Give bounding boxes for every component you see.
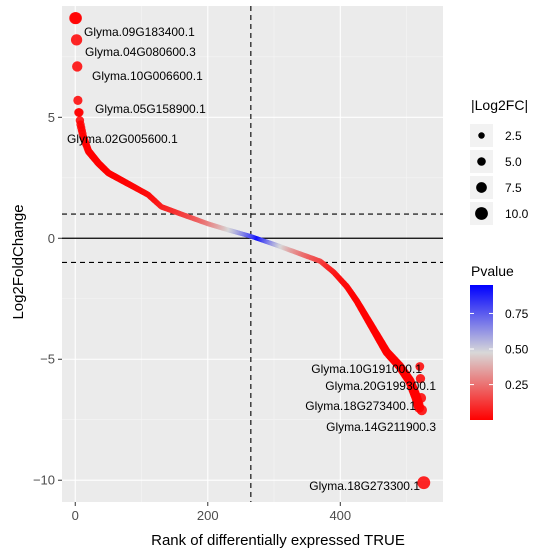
gene-label: Glyma.02G005600.1 — [67, 132, 178, 146]
size-legend-label: 10.0 — [505, 207, 529, 221]
data-point — [72, 61, 83, 72]
y-tick-label: −5 — [40, 352, 55, 367]
y-tick-label: 0 — [48, 231, 55, 246]
size-legend-title: |Log2FC| — [471, 97, 528, 113]
data-point — [75, 116, 85, 125]
size-legend-dot — [477, 157, 486, 166]
colorbar-tick-label: 0.75 — [505, 307, 529, 321]
x-tick-label: 0 — [72, 508, 79, 523]
data-point — [415, 362, 425, 371]
size-legend: |Log2FC| 2.5 5.0 7.5 10.0 — [470, 97, 529, 225]
colorbar-tick-label: 0.25 — [505, 378, 529, 392]
y-tick-label: 5 — [48, 110, 55, 125]
plot-panel — [62, 6, 443, 502]
grid — [62, 6, 443, 502]
data-points — [69, 12, 431, 490]
gene-label: Glyma.18G273300.1 — [309, 479, 420, 493]
axis-ticks: 0 200 400 −10 −5 0 5 — [33, 110, 351, 523]
data-point — [415, 373, 426, 384]
gene-label: Glyma.10G191000.1 — [311, 362, 422, 376]
gene-labels: Glyma.09G183400.1 Glyma.04G080600.3 Glyma.… — [67, 25, 436, 493]
gene-label: Glyma.05G158900.1 — [95, 102, 206, 116]
y-axis-title: Log2FoldChange — [10, 204, 27, 319]
colorbar-tick-label: 0.50 — [505, 343, 529, 357]
gene-label: Glyma.14G211900.3 — [326, 420, 436, 434]
size-legend-dot — [475, 207, 488, 220]
data-point — [417, 476, 431, 490]
size-legend-dot — [476, 182, 487, 193]
x-axis-title: Rank of differentially expressed TRUE — [151, 532, 405, 549]
data-point — [70, 34, 83, 46]
gene-label: Glyma.09G183400.1 — [84, 25, 195, 39]
pvalue-colorbar — [470, 285, 493, 420]
gene-label: Glyma.04G080600.3 — [85, 45, 196, 59]
x-tick-label: 400 — [329, 508, 351, 523]
gene-label: Glyma.10G006600.1 — [92, 69, 203, 83]
size-legend-label: 7.5 — [505, 181, 522, 195]
pvalue-legend: Pvalue 0.75 0.50 0.25 — [470, 263, 529, 420]
size-legend-label: 2.5 — [505, 129, 522, 143]
pvalue-legend-title: Pvalue — [471, 263, 514, 279]
size-legend-dot — [478, 132, 485, 139]
size-legend-label: 5.0 — [505, 155, 522, 169]
y-tick-label: −10 — [33, 473, 55, 488]
data-point — [416, 404, 427, 416]
gene-label: Glyma.18G273400.1 — [305, 399, 416, 413]
x-tick-label: 200 — [197, 508, 219, 523]
data-point — [73, 95, 83, 105]
gene-label: Glyma.20G199300.1 — [325, 379, 436, 393]
data-point — [74, 108, 84, 117]
data-point — [69, 12, 82, 25]
panel-background — [62, 6, 443, 502]
